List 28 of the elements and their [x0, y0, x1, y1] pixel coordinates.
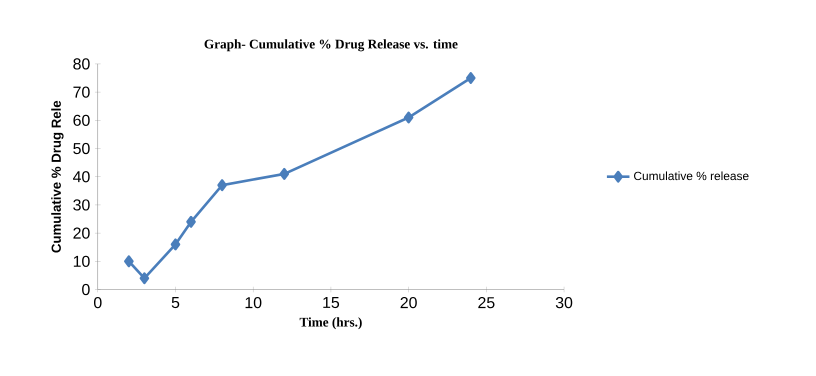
x-tick-label: 20: [400, 297, 417, 308]
y-tick-label: 70: [73, 86, 90, 98]
x-axis-title: Time (hrs.): [300, 317, 362, 330]
y-tick-label: 0: [82, 284, 90, 296]
y-tick-label: 50: [73, 142, 90, 154]
point: [404, 112, 414, 124]
point: [466, 72, 476, 84]
point: [279, 168, 290, 180]
x-tick-label: 5: [172, 297, 180, 308]
y-tick-label: 20: [73, 228, 90, 239]
y-tick-label: 30: [73, 199, 90, 211]
point: [124, 255, 134, 268]
y-axis-title: Cumulative % Drug Rele: [51, 100, 64, 253]
legend-label: Cumulative % release: [634, 171, 749, 180]
x-tick-label: 0: [94, 297, 102, 308]
y-tick-label: 80: [73, 58, 90, 70]
y-tick-label: 40: [73, 171, 90, 182]
chart-title: Graph- Cumulative % Drug Release vs. time: [204, 39, 458, 52]
y-tick-label: 10: [74, 256, 90, 267]
point: [170, 238, 180, 250]
x-tick-label: 30: [556, 297, 572, 308]
point: [140, 272, 150, 284]
x-tick-label: 25: [478, 297, 494, 308]
x-tick-label: 10: [246, 297, 262, 308]
x-tick-label: 15: [323, 297, 340, 308]
point: [186, 216, 196, 228]
y-tick-label: 60: [73, 114, 90, 126]
point: [217, 179, 227, 192]
